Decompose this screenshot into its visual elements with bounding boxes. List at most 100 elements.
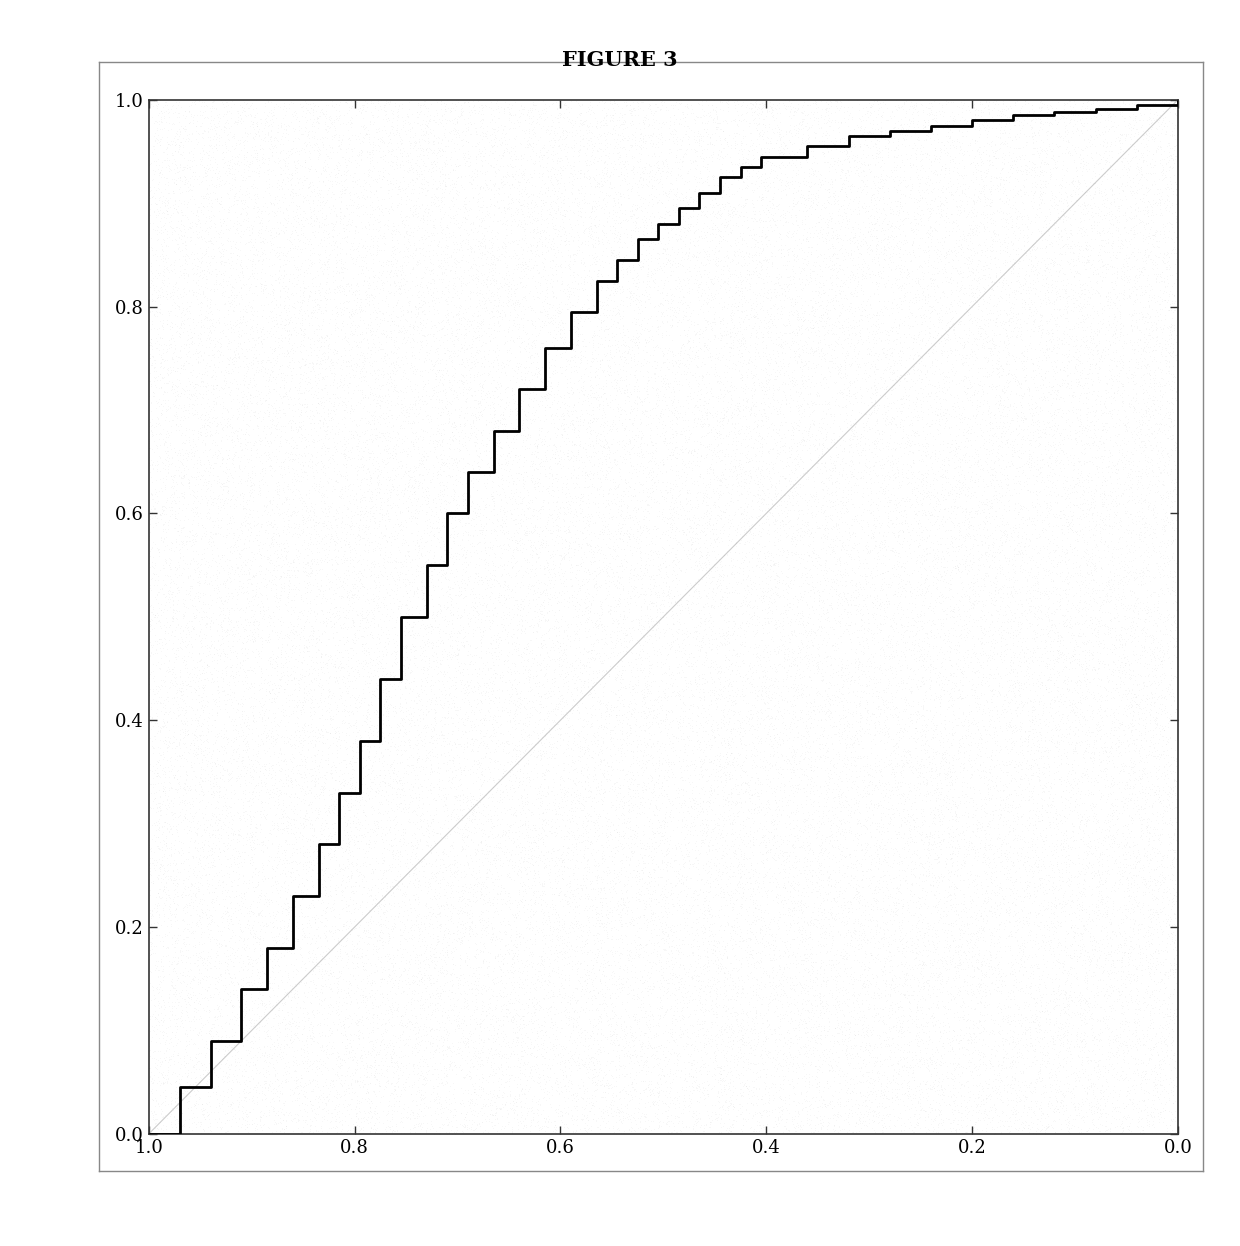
- Point: [932, 755, 952, 775]
- Point: [389, 577, 409, 597]
- Point: [962, 675, 982, 695]
- Point: [237, 609, 257, 629]
- Point: [264, 511, 284, 531]
- Point: [295, 1032, 315, 1052]
- Point: [177, 725, 197, 745]
- Point: [304, 201, 324, 221]
- Point: [841, 817, 861, 837]
- Point: [915, 811, 935, 831]
- Point: [642, 478, 662, 498]
- Point: [181, 576, 201, 596]
- Point: [815, 329, 835, 349]
- Point: [713, 409, 733, 429]
- Point: [923, 726, 942, 746]
- Point: [976, 881, 996, 901]
- Point: [275, 120, 295, 140]
- Point: [557, 934, 577, 954]
- Point: [293, 96, 312, 116]
- Point: [184, 282, 203, 302]
- Point: [651, 1116, 671, 1136]
- Point: [795, 948, 815, 968]
- Point: [976, 545, 996, 564]
- Point: [825, 690, 844, 710]
- Point: [1032, 1091, 1052, 1111]
- Point: [754, 692, 774, 711]
- Point: [423, 263, 443, 283]
- Point: [145, 375, 165, 395]
- Point: [186, 824, 206, 844]
- Point: [663, 115, 683, 135]
- Point: [516, 804, 536, 824]
- Point: [479, 510, 498, 530]
- Point: [1064, 102, 1084, 122]
- Point: [506, 907, 526, 927]
- Point: [1064, 255, 1084, 275]
- Point: [806, 543, 826, 563]
- Point: [533, 938, 553, 958]
- Point: [842, 778, 862, 797]
- Point: [463, 310, 482, 330]
- Point: [600, 164, 620, 184]
- Point: [146, 378, 166, 397]
- Point: [474, 312, 494, 331]
- Point: [197, 655, 217, 675]
- Point: [174, 278, 193, 298]
- Point: [634, 972, 653, 992]
- Point: [233, 750, 253, 770]
- Point: [911, 584, 931, 604]
- Point: [1053, 454, 1073, 473]
- Point: [1033, 1104, 1053, 1124]
- Point: [811, 860, 831, 880]
- Point: [185, 169, 205, 189]
- Point: [822, 956, 842, 976]
- Point: [242, 963, 262, 983]
- Point: [429, 602, 449, 622]
- Point: [528, 829, 548, 849]
- Point: [1035, 238, 1055, 258]
- Point: [195, 523, 215, 543]
- Point: [548, 445, 568, 465]
- Point: [1140, 305, 1159, 325]
- Point: [394, 852, 414, 872]
- Point: [201, 264, 221, 284]
- Point: [915, 506, 935, 526]
- Point: [963, 902, 983, 922]
- Point: [817, 394, 837, 414]
- Point: [640, 660, 660, 680]
- Point: [381, 122, 401, 142]
- Point: [286, 725, 306, 745]
- Point: [666, 229, 686, 249]
- Point: [303, 1004, 322, 1024]
- Point: [582, 380, 601, 400]
- Point: [141, 839, 161, 858]
- Point: [745, 349, 765, 369]
- Point: [460, 172, 480, 192]
- Point: [285, 721, 305, 741]
- Point: [391, 830, 410, 850]
- Point: [160, 910, 180, 930]
- Point: [997, 430, 1017, 450]
- Point: [243, 290, 263, 310]
- Point: [873, 640, 893, 660]
- Point: [872, 339, 892, 359]
- Point: [1111, 593, 1131, 613]
- Point: [450, 237, 470, 257]
- Point: [298, 305, 317, 325]
- Point: [635, 292, 655, 312]
- Point: [853, 257, 873, 277]
- Point: [560, 340, 580, 360]
- Point: [832, 1015, 852, 1035]
- Point: [702, 992, 722, 1012]
- Point: [182, 334, 202, 354]
- Point: [482, 986, 502, 1006]
- Point: [412, 361, 432, 381]
- Point: [934, 569, 954, 589]
- Point: [662, 557, 682, 577]
- Point: [864, 999, 884, 1019]
- Point: [713, 1029, 733, 1049]
- Point: [187, 375, 207, 395]
- Point: [217, 759, 237, 779]
- Point: [495, 1029, 515, 1049]
- Point: [1131, 645, 1151, 665]
- Point: [826, 822, 846, 842]
